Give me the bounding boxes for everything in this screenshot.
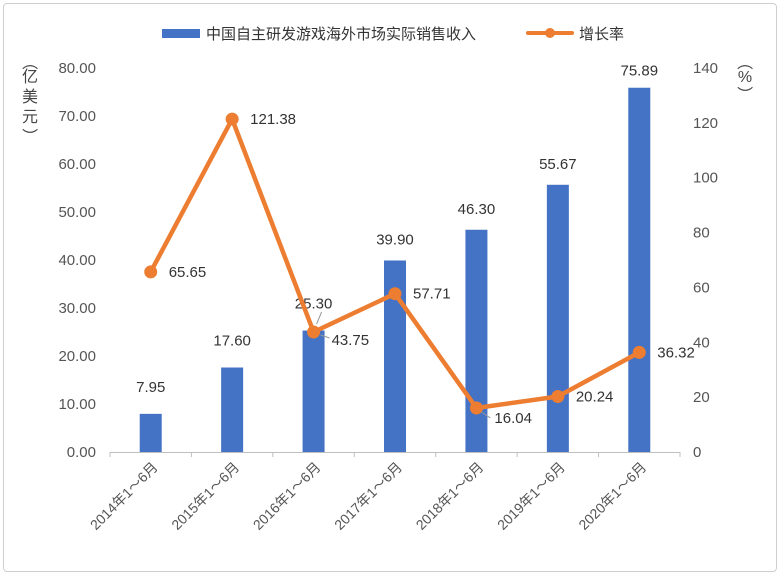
leader-line [481, 411, 491, 419]
y-left-tick-label: 80.00 [58, 60, 96, 77]
growth-rate-point [225, 112, 239, 126]
y-left-tick-label: 30.00 [58, 300, 96, 317]
y-left-tick-label: 60.00 [58, 156, 96, 173]
line-data-label: 16.04 [494, 410, 532, 427]
y-left-unit-char: 美 [22, 88, 38, 106]
bar [384, 260, 406, 452]
y-right-tick-label: 60 [693, 279, 710, 296]
bar [465, 229, 488, 452]
line-data-label: 20.24 [576, 388, 614, 405]
leader-line [316, 311, 323, 325]
line-data-label: 43.75 [332, 332, 370, 349]
x-tick-label: 2018年1～6月 [413, 459, 487, 533]
bar [546, 184, 569, 452]
growth-rate-point [307, 325, 321, 339]
growth-rate-point [388, 287, 402, 301]
legend-line-label: 增长率 [579, 26, 624, 43]
line-data-label: 65.65 [169, 264, 207, 281]
y-left-tick-label: 10.00 [58, 396, 96, 413]
y-left-tick-label: 20.00 [58, 348, 96, 365]
bar-data-label: 75.89 [621, 63, 659, 80]
leader-line [320, 334, 330, 339]
x-tick-label: 2016年1～6月 [250, 459, 324, 533]
growth-rate-point [144, 265, 158, 279]
bar [628, 87, 651, 452]
y-right-unit-bracket-close: ） [735, 86, 753, 102]
bar-data-label: 17.60 [213, 333, 251, 350]
bar-data-label: 39.90 [376, 231, 414, 248]
y-right-tick-label: 100 [693, 170, 718, 187]
line-data-label: 36.32 [657, 344, 695, 361]
y-right-tick-label: 0 [693, 444, 701, 461]
bar-data-label: 55.67 [539, 156, 577, 173]
y-left-tick-label: 50.00 [58, 204, 96, 221]
y-right-tick-label: 140 [693, 60, 718, 77]
y-left-unit-bracket-close: ） [20, 128, 38, 144]
line-data-label: 57.71 [413, 286, 451, 303]
y-right-tick-label: 120 [693, 115, 718, 132]
bar-data-label: 46.30 [458, 201, 496, 218]
growth-rate-point [632, 345, 646, 359]
x-tick-label: 2014年1～6月 [87, 459, 161, 533]
y-left-tick-label: 40.00 [58, 252, 96, 269]
legend-bar-label: 中国自主研发游戏海外市场实际销售收入 [206, 26, 476, 43]
y-right-unit-label: % [738, 69, 752, 86]
bar-data-label: 7.95 [136, 379, 165, 396]
x-tick-label: 2020年1～6月 [575, 459, 649, 533]
bar [139, 413, 162, 452]
y-left-unit-char: 元 [22, 109, 38, 126]
legend-bar-swatch [162, 29, 200, 38]
bar [302, 330, 325, 452]
y-left-tick-label: 70.00 [58, 108, 96, 125]
x-tick-label: 2019年1～6月 [494, 459, 568, 533]
y-right-tick-label: 40 [693, 334, 710, 351]
y-left-tick-label: 0.00 [67, 444, 96, 461]
y-left-unit-bracket-open: （ [20, 54, 38, 70]
y-right-tick-label: 80 [693, 225, 710, 242]
bar [221, 367, 244, 452]
legend-line-marker [545, 28, 555, 38]
x-tick-label: 2015年1～6月 [168, 459, 242, 533]
y-right-tick-label: 20 [693, 389, 710, 406]
growth-rate-point [551, 389, 565, 403]
x-tick-label: 2017年1～6月 [331, 459, 405, 533]
y-right-unit-bracket-open: （ [735, 54, 753, 70]
y-left-unit-char: 亿 [22, 68, 38, 86]
line-data-label: 121.38 [250, 111, 296, 128]
growth-rate-point [469, 401, 483, 415]
